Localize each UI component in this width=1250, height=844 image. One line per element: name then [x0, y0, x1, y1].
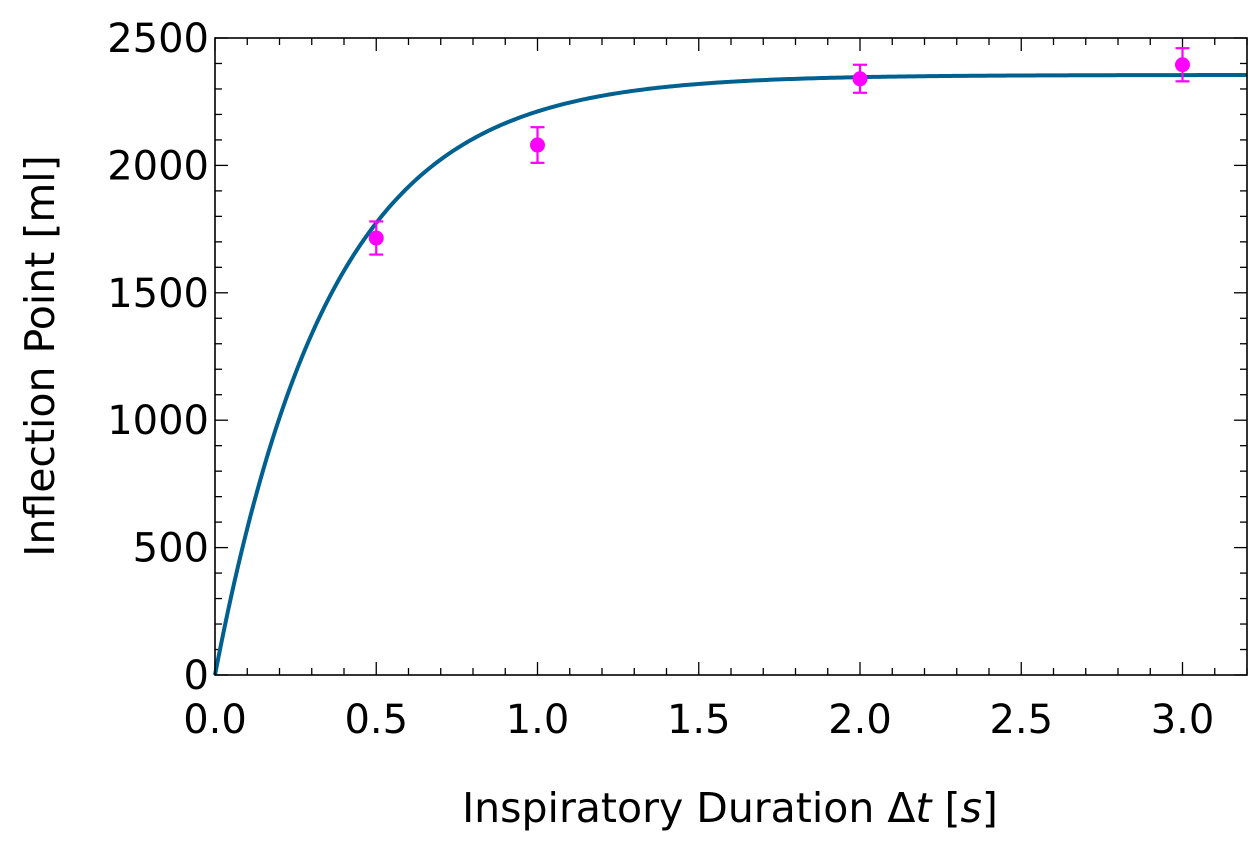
- point-marker: [1175, 57, 1190, 73]
- data-point: [852, 63, 868, 94]
- y-tick-labels: 0 500 1000 1500 2000 2500: [107, 16, 209, 699]
- x-axis-title: Inspiratory Duration Δt [s]: [462, 784, 998, 832]
- y-tick-label: 0: [184, 653, 209, 699]
- x-tick-labels: 0.0 0.5 1.0 1.5 2.0 2.5 3.0: [183, 697, 1214, 743]
- point-marker: [368, 230, 384, 246]
- plot-frame: [214, 37, 1248, 676]
- major-ticks: [214, 37, 1247, 676]
- x-tick-label: 0.5: [344, 697, 408, 743]
- x-tick-label: 1.0: [506, 697, 570, 743]
- x-tick-label: 2.0: [828, 697, 892, 743]
- data-point: [368, 220, 384, 256]
- point-marker: [530, 137, 545, 153]
- x-tick-label: 2.5: [989, 697, 1053, 743]
- x-tick-label: 0.0: [183, 697, 247, 743]
- x-tick-label: 3.0: [1151, 697, 1215, 743]
- x-tick-label: 1.5: [667, 697, 731, 743]
- data-point: [1175, 47, 1190, 83]
- data-points: [368, 47, 1190, 256]
- data-point: [530, 126, 545, 164]
- minor-ticks: [215, 38, 1248, 675]
- y-axis-title: Inflection Point [ml]: [16, 155, 64, 556]
- y-tick-label: 1000: [107, 398, 209, 444]
- y-tick-label: 2500: [107, 16, 209, 62]
- y-tick-label: 1500: [107, 271, 209, 317]
- point-marker: [852, 71, 868, 87]
- fit-curve: [213, 73, 1248, 676]
- y-tick-label: 2000: [107, 143, 209, 189]
- y-tick-label: 500: [133, 526, 209, 572]
